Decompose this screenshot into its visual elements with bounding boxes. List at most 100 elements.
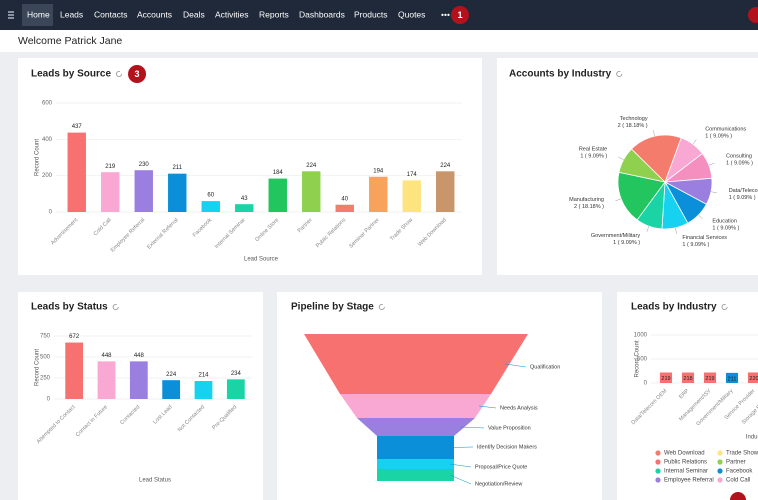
slice-value: 2 ( 18.18% ) (618, 123, 648, 129)
slice-value: 1 ( 9.09% ) (726, 161, 753, 167)
legend-label: Trade Show (726, 451, 758, 457)
bar (268, 178, 287, 212)
bar (67, 132, 86, 212)
nav-active (22, 4, 53, 26)
bar (129, 361, 148, 399)
nav-item[interactable]: Home (27, 9, 50, 19)
nav-item[interactable]: Dashboards (299, 9, 345, 19)
data-label: 219 (705, 376, 714, 382)
slice-value: 1 ( 9.09% ) (613, 240, 640, 246)
badge-text: 3 (135, 69, 140, 79)
leader-line (675, 227, 677, 234)
funnel-segment (304, 334, 528, 394)
slice-label: Manufacturing (569, 197, 604, 203)
y-tick-label: 750 (40, 334, 51, 340)
leader-line (710, 191, 717, 194)
legend-swatch (655, 459, 661, 465)
bar (369, 176, 388, 212)
slice-label: Communications (705, 126, 746, 132)
badge (451, 6, 469, 24)
slice-label: Data/Telecom OEM (729, 188, 758, 194)
nav-item[interactable]: ••• (441, 9, 450, 19)
legend-label: Cold Call (726, 478, 750, 484)
stage-label: Value Proposition (488, 425, 531, 431)
y-tick-label: 250 (40, 376, 51, 382)
data-label: 211 (172, 165, 182, 171)
funnel-segment (377, 469, 454, 481)
legend-swatch (655, 468, 661, 474)
stage-label: Needs Analysis (500, 405, 538, 411)
slice-label: Technology (620, 116, 648, 122)
data-label: 60 (207, 193, 214, 199)
data-label: 224 (166, 372, 177, 378)
nav-bar (0, 0, 758, 30)
data-label: 184 (273, 170, 284, 176)
chart-title: Leads by Industry (631, 302, 717, 313)
bar (134, 170, 153, 212)
nav-item[interactable]: Products (354, 9, 388, 19)
legend-swatch (717, 468, 723, 474)
welcome: Welcome Patrick Jane (18, 35, 122, 47)
bar (659, 372, 673, 383)
data-label: 672 (69, 334, 80, 340)
slice-value: 1 ( 9.09% ) (682, 242, 709, 248)
data-label: 219 (661, 376, 670, 382)
nav-item[interactable]: Accounts (137, 9, 172, 19)
y-axis-label: Record Count (35, 139, 41, 176)
refresh-icon[interactable] (115, 70, 123, 78)
badge (128, 65, 147, 83)
data-label: 448 (134, 353, 145, 359)
card (617, 292, 758, 500)
data-label: 437 (72, 124, 83, 130)
y-tick-label: 1000 (634, 333, 648, 339)
legend-swatch (717, 459, 723, 465)
legend-label: Public Relations (664, 460, 707, 466)
data-label: 224 (440, 163, 451, 169)
y-tick-label: 200 (42, 173, 53, 179)
refresh-icon[interactable] (112, 303, 119, 311)
nav-item[interactable]: Leads (60, 9, 83, 19)
legend-label: Internal Seminar (664, 469, 708, 475)
welcome-bar (0, 30, 758, 52)
funnel-segment (340, 394, 491, 418)
refresh-icon[interactable] (616, 70, 623, 78)
bar (681, 372, 695, 383)
bar (201, 201, 220, 212)
bar (302, 171, 321, 212)
leader-line (505, 363, 527, 368)
leader-line (449, 463, 472, 468)
y-tick-label: 0 (644, 381, 648, 387)
data-label: 224 (306, 163, 317, 169)
bar (97, 361, 116, 399)
stage-label: Negotiation/Review (475, 481, 522, 487)
chart-title: Leads by Source (31, 69, 111, 80)
refresh-icon[interactable] (378, 303, 385, 311)
badge (730, 492, 746, 500)
leader-line (618, 156, 624, 160)
refresh-icon[interactable] (721, 303, 728, 311)
slice-label: Financial Services (682, 235, 727, 241)
bar (747, 372, 758, 383)
nav-item[interactable]: Reports (259, 9, 289, 19)
nav-item[interactable]: Quotes (398, 9, 425, 19)
legend-swatch (655, 477, 661, 483)
nav-item[interactable]: Deals (183, 9, 205, 19)
data-label: 218 (683, 376, 692, 382)
slice-label: Real Estate (579, 147, 607, 153)
data-label: 194 (373, 168, 384, 174)
leader-line (460, 426, 485, 429)
leader-line (646, 226, 650, 232)
bar (226, 379, 245, 399)
data-label: 211 (728, 376, 737, 382)
funnel-segment (377, 459, 454, 469)
stage-label: Proposal/Price Quote (475, 464, 527, 470)
x-axis-label: Industry (746, 435, 758, 441)
nav-item[interactable]: Contacts (94, 9, 128, 19)
nav-item[interactable]: Activities (215, 9, 249, 19)
y-tick-label: 0 (49, 210, 53, 216)
slice-value: 1 ( 9.09% ) (712, 225, 739, 231)
data-label: 43 (241, 196, 248, 202)
data-label: 234 (231, 371, 242, 377)
funnel-segment (357, 418, 475, 436)
menu-icon[interactable] (8, 11, 14, 19)
